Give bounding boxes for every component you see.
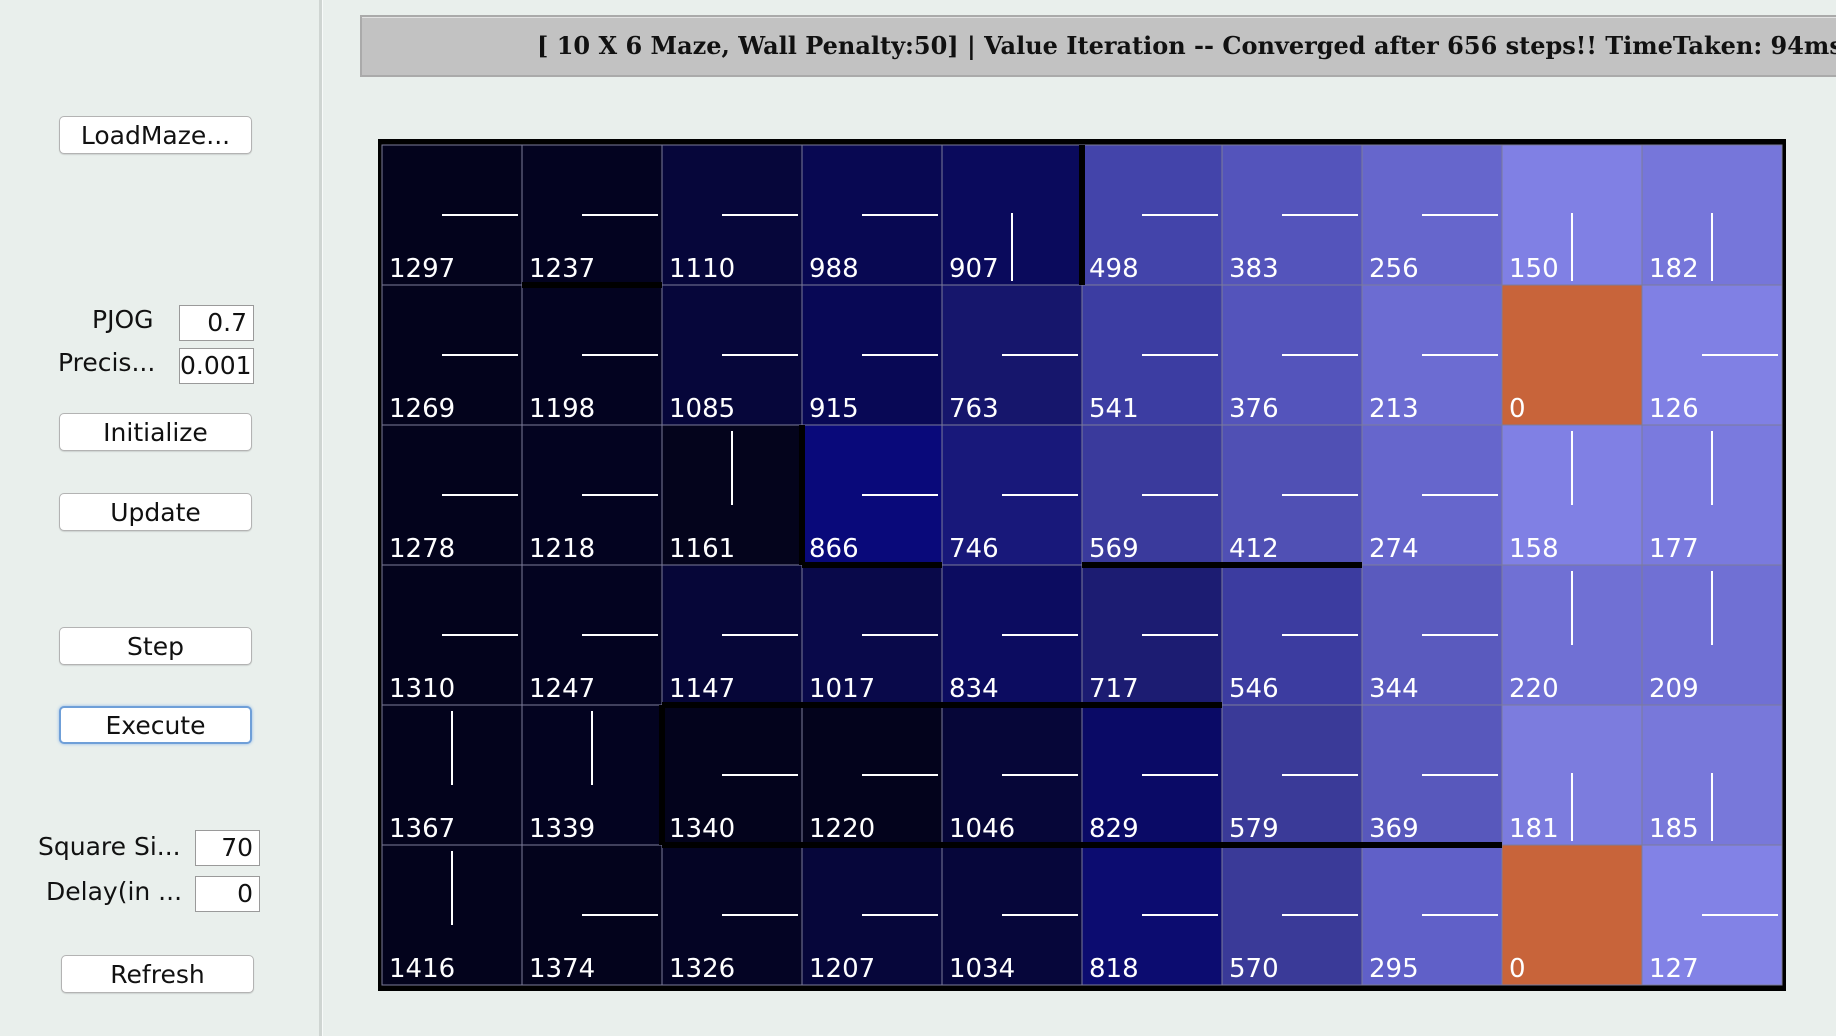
cell-value: 746 [949, 534, 999, 564]
cell-value: 1367 [389, 814, 455, 844]
cell-value: 256 [1369, 254, 1419, 284]
cell-value: 369 [1369, 814, 1419, 844]
status-title-bar: [ 10 X 6 Maze, Wall Penalty:50] | Value … [360, 15, 1836, 77]
cell-value: 1237 [529, 254, 595, 284]
cell-value: 0 [1509, 954, 1526, 984]
cell-value: 907 [949, 254, 999, 284]
cell-value: 569 [1089, 534, 1139, 564]
precision-label: Precis... [58, 348, 156, 377]
cell-value: 915 [809, 394, 859, 424]
delay-label: Delay(in ... [46, 877, 183, 906]
cell-value: 1269 [389, 394, 455, 424]
precision-field[interactable]: 0.001 [179, 348, 254, 384]
cell-value: 1339 [529, 814, 595, 844]
pjog-field[interactable]: 0.7 [179, 305, 254, 341]
square-size-field[interactable]: 70 [195, 830, 260, 866]
cell-value: 150 [1509, 254, 1559, 284]
cell-value: 344 [1369, 674, 1419, 704]
cell-value: 383 [1229, 254, 1279, 284]
cell-value: 295 [1369, 954, 1419, 984]
cell-value: 220 [1509, 674, 1559, 704]
cell-value: 866 [809, 534, 859, 564]
initialize-button[interactable]: Initialize [59, 413, 252, 451]
cell-value: 1034 [949, 954, 1015, 984]
cell-value: 763 [949, 394, 999, 424]
cell-value: 127 [1649, 954, 1699, 984]
cell-value: 579 [1229, 814, 1279, 844]
cell-value: 1017 [809, 674, 875, 704]
pjog-label: PJOG [92, 305, 154, 334]
delay-field[interactable]: 0 [195, 876, 260, 912]
cell-value: 1247 [529, 674, 595, 704]
cell-value: 1085 [669, 394, 735, 424]
cell-value: 158 [1509, 534, 1559, 564]
update-button[interactable]: Update [59, 493, 252, 531]
cell-value: 177 [1649, 534, 1699, 564]
cell-value: 209 [1649, 674, 1699, 704]
cell-value: 1416 [389, 954, 455, 984]
maze-cell-r5-c8 [1501, 844, 1643, 986]
cell-value: 1340 [669, 814, 735, 844]
cell-value: 126 [1649, 394, 1699, 424]
cell-value: 570 [1229, 954, 1279, 984]
cell-value: 1297 [389, 254, 455, 284]
cell-value: 1110 [669, 254, 735, 284]
cell-value: 546 [1229, 674, 1279, 704]
cell-value: 818 [1089, 954, 1139, 984]
load-maze-button[interactable]: LoadMaze... [59, 116, 252, 154]
cell-value: 185 [1649, 814, 1699, 844]
cell-value: 1218 [529, 534, 595, 564]
cell-value: 498 [1089, 254, 1139, 284]
cell-value: 376 [1229, 394, 1279, 424]
cell-value: 1326 [669, 954, 735, 984]
cell-value: 1147 [669, 674, 735, 704]
cell-value: 1207 [809, 954, 875, 984]
cell-value: 412 [1229, 534, 1279, 564]
square-size-label: Square Si... [38, 832, 181, 861]
cell-value: 1374 [529, 954, 595, 984]
cell-value: 834 [949, 674, 999, 704]
cell-value: 1220 [809, 814, 875, 844]
cell-value: 182 [1649, 254, 1699, 284]
cell-value: 1046 [949, 814, 1015, 844]
refresh-button[interactable]: Refresh [61, 955, 254, 993]
cell-value: 717 [1089, 674, 1139, 704]
cell-value: 213 [1369, 394, 1419, 424]
cell-value: 541 [1089, 394, 1139, 424]
cell-value: 1161 [669, 534, 735, 564]
cell-value: 1310 [389, 674, 455, 704]
control-panel: LoadMaze... PJOG 0.7 Precis... 0.001 Ini… [0, 0, 322, 1036]
cell-value: 1278 [389, 534, 455, 564]
cell-value: 829 [1089, 814, 1139, 844]
cell-value: 0 [1509, 394, 1526, 424]
step-button[interactable]: Step [59, 627, 252, 665]
cell-value: 988 [809, 254, 859, 284]
execute-button[interactable]: Execute [59, 706, 252, 744]
cell-value: 1198 [529, 394, 595, 424]
cell-value: 181 [1509, 814, 1559, 844]
cell-value: 274 [1369, 534, 1419, 564]
